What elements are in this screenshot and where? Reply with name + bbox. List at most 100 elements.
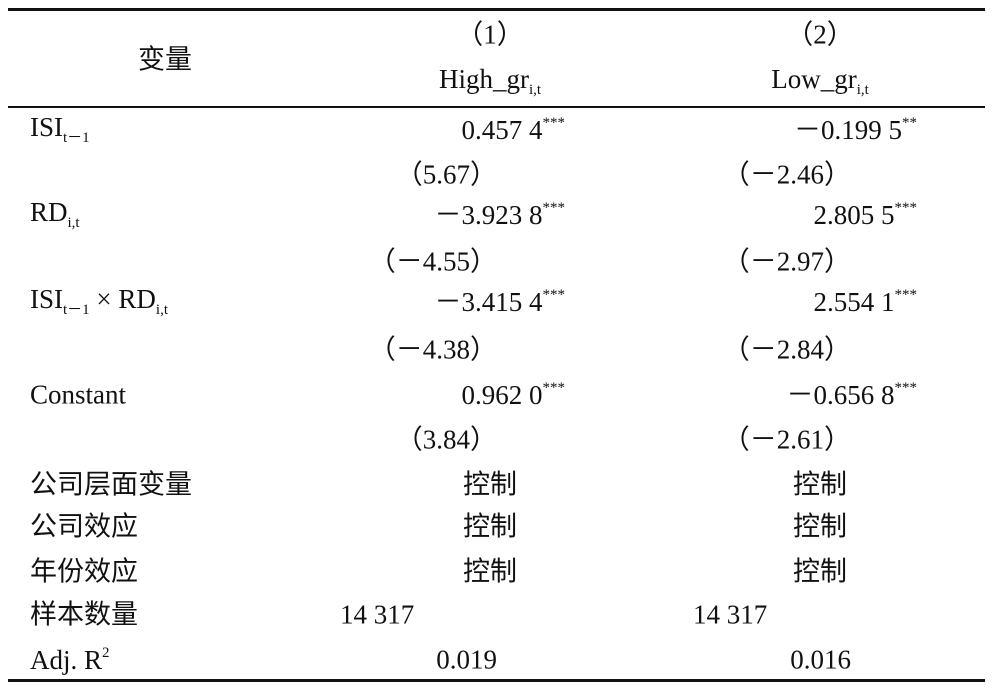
t-statistic: （5.67） [395,159,497,190]
sample-size: 14 317 [693,599,768,630]
row-label: Constant [30,379,127,410]
column-name-sub: i,t [856,82,869,98]
column-name-text: High_gr [438,64,529,94]
header-variable: 变量 [138,44,192,75]
t-statistic: （－4.55） [368,246,497,277]
t-statistic: （－2.46） [722,159,851,190]
column-number: （1） [456,19,524,50]
control-flag: 控制 [793,556,847,587]
bottom-rule [8,679,985,682]
sample-size: 14 317 [340,599,415,630]
column-name-text: Low_gr [771,64,857,94]
row-label: 样本数量 [30,599,138,630]
coefficient-value: 0.962 0 [461,380,543,410]
column-name: High_gri,t [439,66,541,98]
coefficient: 2.805 5*** [814,201,918,229]
significance-stars: *** [894,380,918,396]
significance-stars: *** [542,200,566,216]
row-label: 公司层面变量 [30,469,192,500]
row-label-text: Constant [30,379,127,410]
control-flag: 控制 [463,556,517,587]
t-statistic: （－2.97） [722,246,851,277]
control-flag: 控制 [463,469,517,500]
coefficient: 2.554 1*** [814,288,918,316]
header-variable: 变量 [138,44,192,75]
row-label: ISIt－1 × RDi,t [30,286,168,318]
significance-stars: *** [542,287,566,303]
row-label-sup: 2 [102,645,110,661]
row-label-sub: t－1 [63,302,90,318]
coefficient: －0.656 8*** [787,381,918,409]
t-statistic: （－2.84） [722,334,851,365]
t-statistic: （－4.38） [368,334,497,365]
column-name-sub: i,t [528,82,542,98]
row-label-text: Adj. R [30,645,103,675]
column-number: （1） [456,19,524,50]
coefficient-value: －3.415 4 [434,287,543,317]
significance-stars: *** [542,380,566,396]
control-flag: 控制 [793,469,847,500]
row-label: 公司层面变量 [30,469,192,500]
row-label: 年份效应 [30,556,138,587]
t-statistic: （－2.61） [722,424,851,455]
coefficient-value: －3.923 8 [434,200,543,230]
header-rule [8,106,985,108]
row-label: 年份效应 [30,556,138,587]
row-label-sub: i,t [155,302,168,318]
t-statistic: （－2.61） [722,424,851,455]
coefficient-value: 0.457 4 [461,115,543,145]
coefficient-value: －0.656 8 [786,380,895,410]
coefficient: －3.415 4*** [435,288,566,316]
control-flag: 控制 [793,511,847,542]
top-rule [8,8,985,11]
sample-size: 14 317 [693,599,768,630]
significance-stars: *** [894,200,918,216]
coefficient: 0.457 4*** [462,116,566,144]
control-flag: 控制 [463,511,517,542]
row-label-text: ISI [30,112,63,142]
row-label-text: RD [30,197,68,227]
row-label: 样本数量 [30,599,138,630]
control-flag: 控制 [463,469,517,500]
row-label-text: ISI [30,284,63,314]
row-label: Adj. R2 [30,646,110,674]
coefficient-value: －0.199 5 [794,115,902,145]
coefficient: 0.962 0*** [462,381,566,409]
adj-r2-value: 0.019 [436,644,497,675]
row-label-text: × RD [89,284,156,314]
coefficient-value: 2.805 5 [813,200,895,230]
significance-stars: *** [894,287,918,303]
t-statistic: （－4.55） [368,246,497,277]
coefficient: －0.199 5** [794,116,917,144]
row-label-sub: t－1 [63,130,90,146]
t-statistic: （－2.46） [722,159,851,190]
row-label: ISIt－1 [30,114,90,146]
t-statistic: （－2.84） [722,334,851,365]
t-statistic: （－4.38） [368,334,497,365]
significance-stars: *** [542,115,566,131]
significance-stars: ** [902,115,917,131]
control-flag: 控制 [793,556,847,587]
column-number: （2） [786,19,854,50]
t-statistic: （3.84） [395,424,497,455]
coefficient-value: 2.554 1 [813,287,895,317]
coefficient: －3.923 8*** [435,201,566,229]
row-label: RDi,t [30,199,80,231]
column-name: Low_gri,t [771,66,869,98]
control-flag: 控制 [793,469,847,500]
row-label: 公司效应 [30,511,138,542]
t-statistic: （－2.97） [722,246,851,277]
adj-r2-value: 0.016 [790,644,851,675]
adj-r2-value: 0.019 [436,644,497,675]
t-statistic: （5.67） [395,159,497,190]
column-number: （2） [786,19,854,50]
sample-size: 14 317 [340,599,415,630]
control-flag: 控制 [463,556,517,587]
control-flag: 控制 [463,511,517,542]
adj-r2-value: 0.016 [790,644,851,675]
t-statistic: （3.84） [395,424,497,455]
row-label: 公司效应 [30,511,138,542]
control-flag: 控制 [793,511,847,542]
row-label-sub: i,t [67,215,80,231]
